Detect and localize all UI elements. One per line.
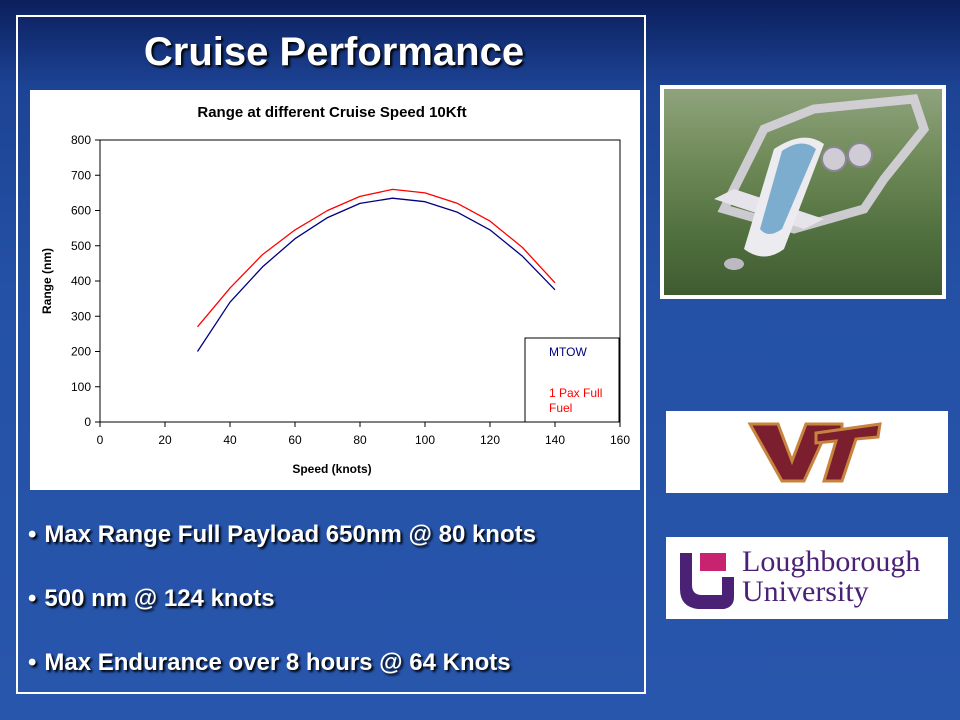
series-lines: [196, 188, 556, 352]
x-tick-label: 20: [158, 433, 172, 447]
x-tick-label: 160: [610, 433, 630, 447]
axis-ticks: 0 20 40 60 80 100 120 140 160 0 100 200 300 400 500 600…: [71, 133, 630, 447]
x-axis-label: Speed (knots): [292, 462, 371, 476]
x-tick-label: 100: [415, 433, 435, 447]
legend-entry-line: Fuel: [549, 401, 572, 415]
legend-entry-1pax-full-fuel: 1 Pax Full Fuel: [549, 386, 602, 415]
bullet-text: Max Endurance over 8 hours @ 64 Knots: [44, 649, 511, 676]
loughborough-shield-icon: [680, 553, 734, 609]
x-tick-label: 0: [97, 433, 104, 447]
range-chart: Range at different Cruise Speed 10Kft Sp…: [30, 90, 640, 490]
y-tick-label: 600: [71, 204, 91, 218]
y-tick-label: 100: [71, 380, 91, 394]
y-axis-label: Range (nm): [40, 248, 54, 314]
y-tick-label: 500: [71, 239, 91, 253]
x-tick-label: 140: [545, 433, 565, 447]
vt-logo-mark: [747, 422, 882, 483]
legend-entry-mtow: MTOW: [549, 345, 587, 359]
aircraft-render-scene: [664, 89, 942, 295]
bullet-item: • Max Range Full Payload 650nm @ 80 knots: [28, 515, 638, 579]
y-tick-label: 0: [84, 415, 91, 429]
bullet-list: • Max Range Full Payload 650nm @ 80 knots…: [28, 515, 638, 707]
bullet-item: • Max Endurance over 8 hours @ 64 Knots: [28, 643, 638, 707]
legend-box: [524, 337, 620, 423]
loughborough-line1: Loughborough: [742, 545, 921, 578]
x-tick-label: 120: [480, 433, 500, 447]
y-tick-label: 400: [71, 274, 91, 288]
bullet-text: 500 nm @ 124 knots: [44, 585, 275, 612]
chart-title: Range at different Cruise Speed 10Kft: [197, 104, 466, 121]
loughborough-line2: University: [742, 575, 869, 608]
y-tick-label: 300: [71, 309, 91, 323]
loughborough-wordmark: Loughborough University: [742, 547, 920, 607]
legend: MTOW 1 Pax Full Fuel: [524, 337, 620, 423]
legend-entry-line: 1 Pax Full: [549, 386, 602, 400]
x-tick-label: 60: [288, 433, 302, 447]
bullet-glyph: •: [28, 585, 37, 612]
bullet-text: Max Range Full Payload 650nm @ 80 knots: [44, 521, 536, 548]
y-tick-label: 800: [71, 133, 91, 147]
virginia-tech-logo: [666, 411, 948, 493]
slide-title: Cruise Performance: [143, 30, 525, 74]
y-tick-label: 700: [71, 168, 91, 182]
aircraft-illustration: [714, 94, 930, 270]
bullet-item: • 500 nm @ 124 knots: [28, 579, 638, 643]
bullet-glyph: •: [28, 521, 37, 548]
series-line-mtow: [196, 197, 556, 352]
series-line-1-pax-full-fuel: [197, 188, 556, 328]
x-tick-label: 40: [223, 433, 237, 447]
x-tick-label: 80: [353, 433, 367, 447]
aircraft-render-image: [660, 85, 946, 299]
loughborough-university-logo: Loughborough University: [666, 537, 948, 619]
bullet-glyph: •: [28, 649, 37, 676]
content-panel: [16, 15, 646, 694]
chart-area: [30, 90, 640, 490]
y-tick-label: 200: [71, 345, 91, 359]
